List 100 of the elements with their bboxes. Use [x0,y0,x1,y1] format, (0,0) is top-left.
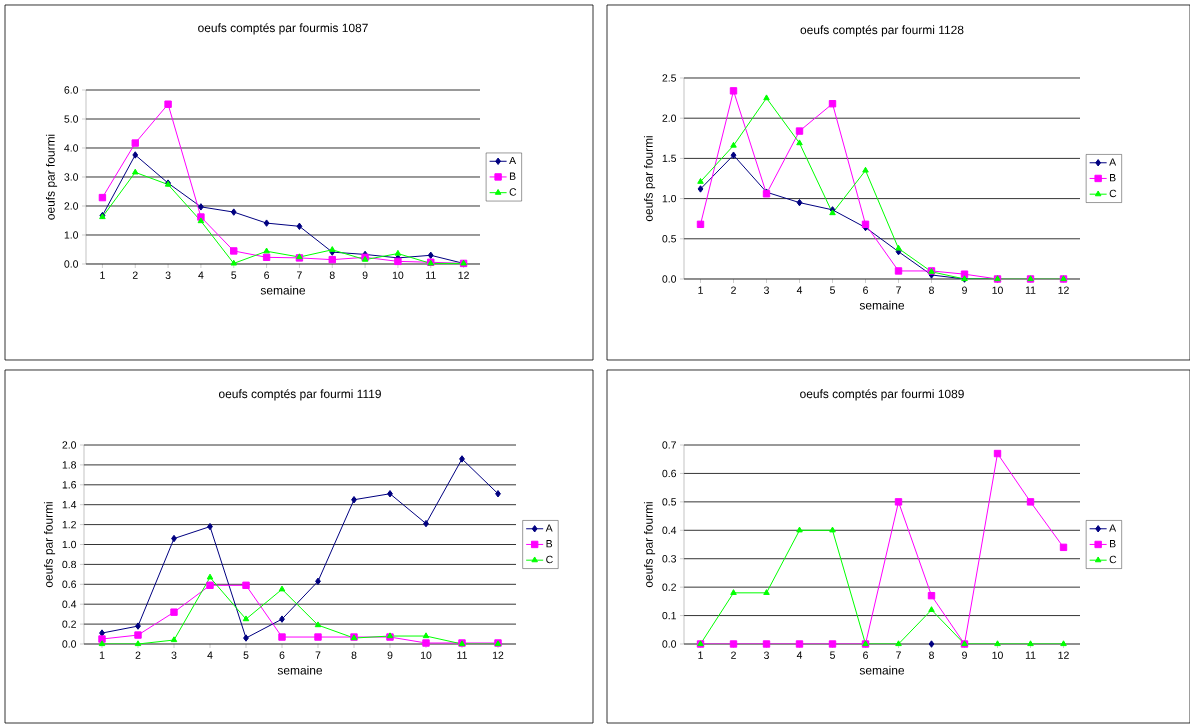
x-tick-label: 6 [279,651,285,659]
y-tick-label: 0.5 [662,498,677,506]
x-tick-label: 4 [207,651,213,659]
y-tick-label: 2.5 [662,74,677,82]
chart-title: oeufs comptés par fourmis 1087 [198,23,368,35]
y-tick-label: 0.0 [64,260,79,268]
y-tick-label: 0.8 [62,560,77,569]
y-tick-label: 3.0 [64,173,79,181]
legend-label: A [1109,524,1117,532]
x-tick-label: 8 [351,651,357,659]
chart-title: oeufs comptés par fourmi 1089 [800,389,964,401]
y-axis-title: oeufs par fourmi [643,136,656,222]
x-tick-label: 5 [243,651,249,659]
y-axis-title: oeufs par fourmi [43,502,56,588]
x-tick-label: 12 [1058,651,1069,659]
x-tick-label: 10 [392,271,404,279]
x-tick-label: 6 [264,271,270,279]
x-tick-label: 9 [387,651,393,659]
legend-label: C [1109,555,1117,564]
x-tick-label: 7 [896,651,901,659]
x-tick-label: 2 [132,271,138,279]
x-tick-label: 6 [863,286,868,294]
chart-title: oeufs comptés par fourmi 1128 [800,25,964,37]
y-tick-label: 1.8 [62,461,77,469]
y-tick-label: 2.0 [62,441,77,449]
x-tick-label: 4 [796,286,803,294]
x-tick-label: 11 [457,651,467,659]
x-tick-label: 10 [992,651,1003,659]
x-tick-label: 1 [698,651,703,659]
y-tick-label: 0.2 [62,620,76,628]
legend-label: B [546,540,553,548]
legend-label: A [545,524,553,532]
x-tick-label: 10 [420,651,432,659]
x-tick-label: 12 [1058,286,1069,294]
y-tick-label: 1.0 [662,194,677,203]
y-tick-label: 1.4 [62,501,77,509]
x-tick-label: 5 [830,286,835,294]
x-axis-title: semaine [277,665,323,675]
y-tick-label: 1.2 [62,520,76,529]
x-tick-label: 7 [315,651,321,659]
y-tick-label: 0.4 [62,600,77,608]
y-tick-label: 0.5 [662,235,677,243]
legend-label: C [546,555,553,564]
x-tick-label: 12 [458,271,469,279]
x-tick-label: 3 [171,651,177,659]
x-tick-label: 1 [698,286,703,294]
y-tick-label: 0.6 [662,469,677,478]
x-tick-label: 10 [992,286,1003,294]
x-tick-label: 8 [929,286,934,294]
x-axis-title: semaine [859,665,905,675]
x-tick-label: 3 [165,271,171,279]
y-axis-title: oeufs par fourmi [643,502,656,588]
y-tick-label: 0.0 [62,640,77,648]
x-tick-label: 4 [796,651,803,659]
x-tick-label: 3 [763,651,769,659]
x-tick-label: 7 [896,286,901,294]
x-tick-label: 5 [830,651,835,659]
y-tick-label: 1.5 [662,154,677,163]
y-tick-label: 1.6 [62,481,77,489]
x-tick-label: 1 [100,271,105,279]
legend-label: A [509,156,517,165]
y-tick-label: 0.4 [662,526,677,534]
y-tick-label: 1.0 [64,231,79,239]
legend-label: C [1109,189,1117,198]
x-tick-label: 2 [731,651,736,659]
x-tick-label: 5 [231,271,237,279]
y-tick-label: 0.6 [62,580,77,589]
y-tick-label: 0.7 [662,441,676,449]
y-tick-label: 5.0 [64,115,79,123]
y-tick-label: 0.3 [662,555,677,563]
y-axis-title: oeufs par fourmi [45,134,58,220]
x-tick-label: 2 [731,286,736,294]
x-axis-title: semaine [260,285,306,295]
y-tick-label: 0.0 [662,640,677,648]
chart-title: oeufs comptés par fourmi 1119 [218,389,381,401]
legend-label: C [509,188,517,196]
x-tick-label: 2 [135,651,141,659]
x-tick-label: 4 [198,271,204,279]
x-tick-label: 9 [962,286,967,294]
x-tick-label: 3 [763,286,769,294]
x-tick-label: 9 [362,271,368,279]
x-tick-label: 11 [426,271,436,279]
y-tick-label: 1.0 [62,540,77,549]
y-tick-label: 6.0 [64,86,79,94]
x-tick-label: 7 [297,271,302,279]
legend-label: B [509,172,516,180]
x-tick-label: 6 [863,651,868,659]
x-tick-label: 1 [99,651,105,659]
y-tick-label: 2.0 [662,114,677,122]
x-tick-label: 11 [1025,286,1036,294]
legend-label: B [1110,540,1116,548]
legend-label: A [1109,158,1117,166]
y-tick-label: 0.0 [662,275,677,283]
y-tick-label: 2.0 [64,202,79,210]
x-tick-label: 12 [492,651,504,659]
y-tick-label: 0.2 [662,583,676,591]
x-tick-label: 8 [929,651,934,659]
x-axis-title: semaine [859,300,905,310]
x-tick-label: 9 [962,651,967,659]
x-tick-label: 8 [329,271,335,279]
